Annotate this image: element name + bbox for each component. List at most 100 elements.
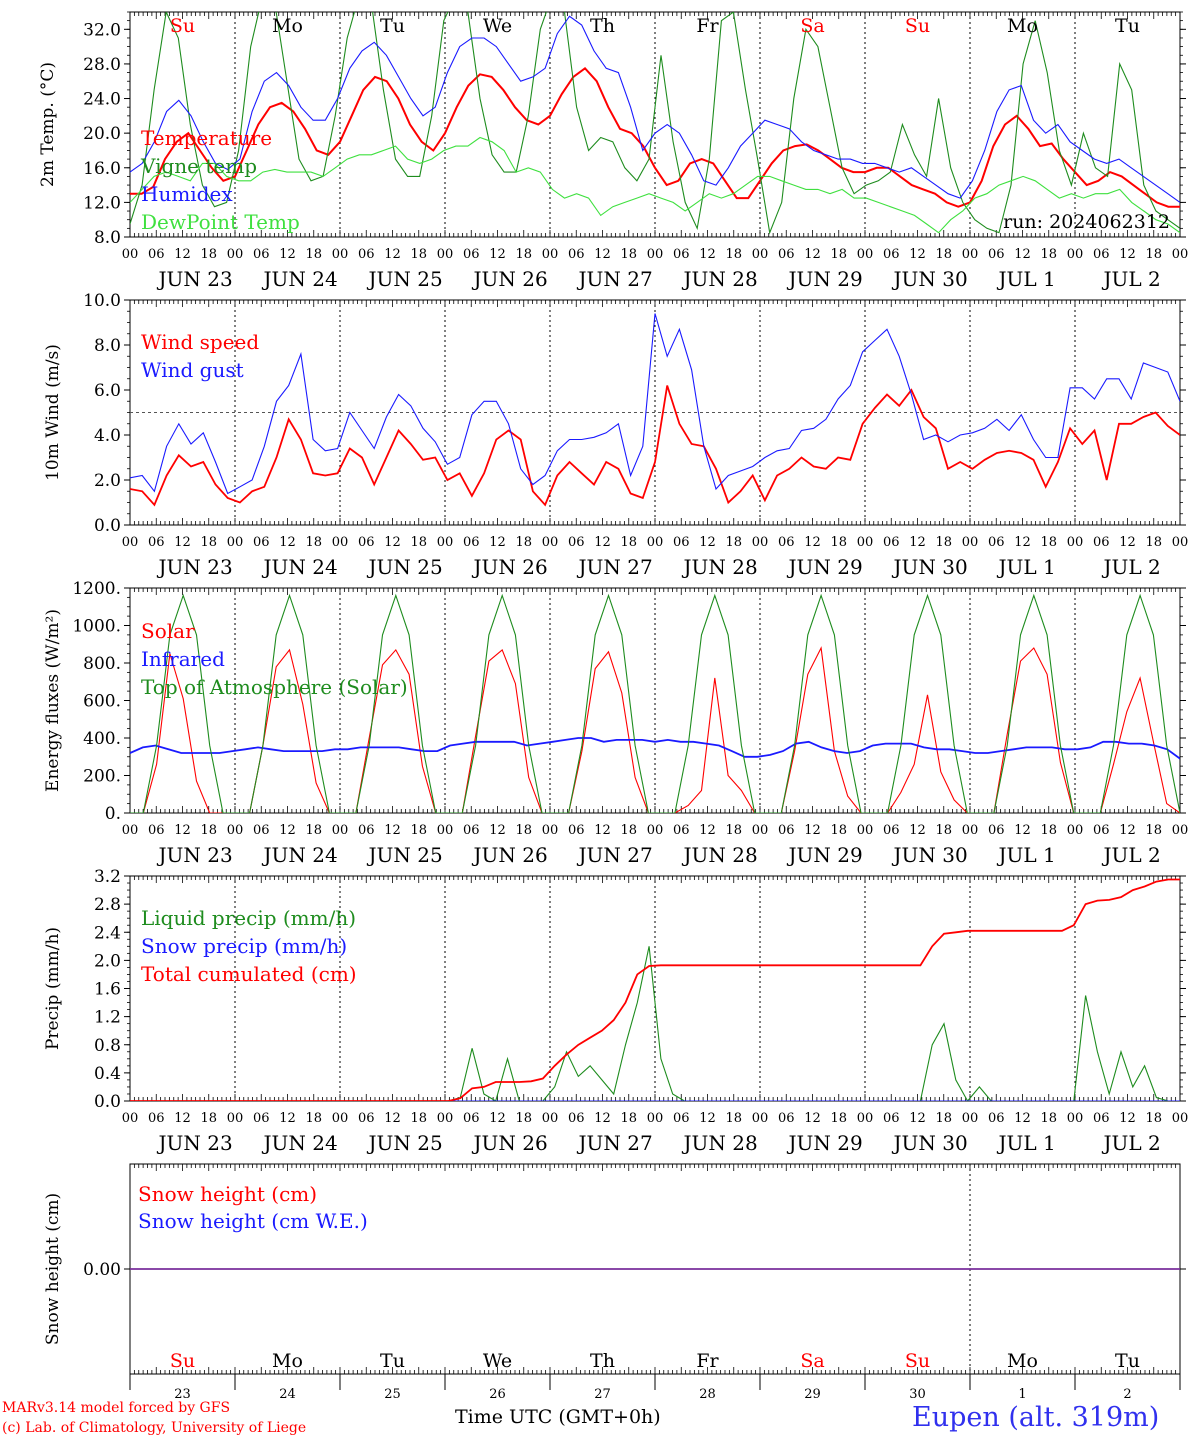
- hour-tick-label: 18: [1145, 823, 1162, 838]
- hour-tick-label: 18: [620, 823, 637, 838]
- hour-tick-label: 18: [1040, 247, 1057, 262]
- day-label: JUN 26: [472, 267, 548, 291]
- hour-tick-label: 00: [122, 1111, 139, 1126]
- day-label: JUL 1: [997, 1131, 1056, 1155]
- hour-tick-label: 00: [437, 823, 454, 838]
- y-tick-label: 8.0: [94, 336, 121, 356]
- y-tick-label: 0.0: [94, 1092, 121, 1112]
- weekday-label: We: [483, 1350, 512, 1372]
- hour-tick-label: 12: [909, 247, 926, 262]
- hour-tick-label: 06: [673, 823, 690, 838]
- y-tick-label: 32.0: [83, 20, 121, 40]
- y-tick-label: 1000.: [72, 617, 121, 637]
- hour-tick-label: 00: [857, 247, 874, 262]
- day-label: JUL 2: [1102, 843, 1161, 867]
- hour-tick-label: 18: [305, 1111, 322, 1126]
- hour-tick-label: 18: [1040, 823, 1057, 838]
- hour-tick-label: 12: [804, 247, 821, 262]
- day-label: JUN 23: [157, 267, 233, 291]
- hour-tick-label: 12: [384, 1111, 401, 1126]
- hour-tick-label: 06: [778, 1111, 795, 1126]
- hour-tick-label: 00: [332, 1111, 349, 1126]
- y-tick-label: 2.0: [94, 951, 121, 971]
- hour-tick-label: 06: [568, 247, 585, 262]
- y-tick-label: 20.0: [83, 124, 121, 144]
- day-number-label: 23: [174, 1387, 191, 1402]
- day-number-label: 29: [804, 1387, 821, 1402]
- hour-tick-label: 06: [358, 823, 375, 838]
- day-number-label: 27: [594, 1387, 611, 1402]
- hour-tick-label: 06: [148, 1111, 165, 1126]
- hour-tick-label: 06: [883, 1111, 900, 1126]
- hour-tick-label: 00: [227, 1111, 244, 1126]
- day-label: JUN 28: [682, 843, 758, 867]
- hour-tick-label: 00: [122, 247, 139, 262]
- hour-tick-label: 06: [568, 823, 585, 838]
- weekday-label: Su: [905, 15, 930, 37]
- hour-tick-label: 06: [883, 247, 900, 262]
- hour-tick-label: 18: [935, 247, 952, 262]
- hour-tick-label: 06: [673, 1111, 690, 1126]
- weekday-label: Tu: [380, 15, 405, 37]
- hour-tick-label: 18: [305, 247, 322, 262]
- hour-tick-label: 18: [515, 535, 532, 550]
- hour-tick-label: 06: [1093, 1111, 1110, 1126]
- hour-tick-label: 18: [1040, 535, 1057, 550]
- day-label: JUL 1: [997, 843, 1056, 867]
- legend-entry: Snow height (cm W.E.): [138, 1209, 368, 1233]
- y-tick-label: 2.0: [94, 471, 121, 491]
- hour-tick-label: 12: [1014, 247, 1031, 262]
- hour-tick-label: 06: [253, 823, 270, 838]
- hour-tick-label: 00: [542, 1111, 559, 1126]
- legend-entry: Temperature: [141, 126, 272, 150]
- hour-tick-label: 06: [253, 535, 270, 550]
- y-axis-title: Precip (mm/h): [43, 927, 63, 1050]
- weekday-label: Th: [590, 1350, 615, 1372]
- legend-entry: Snow height (cm): [138, 1182, 317, 1206]
- hour-tick-label: 12: [1119, 535, 1136, 550]
- day-label: JUN 24: [262, 1131, 338, 1155]
- hour-tick-label: 18: [410, 247, 427, 262]
- day-label: JUN 30: [892, 267, 968, 291]
- hour-tick-label: 12: [279, 247, 296, 262]
- weekday-label: Fr: [696, 15, 719, 37]
- hour-tick-label: 06: [988, 1111, 1005, 1126]
- hour-tick-label: 12: [1119, 247, 1136, 262]
- day-label: JUN 24: [262, 555, 338, 579]
- hour-tick-label: 12: [174, 1111, 191, 1126]
- snow-height-panel: 0.00 Snow height (cm) Snow height (cm) Snow…: [43, 1163, 1186, 1402]
- legend-entry: Solar: [141, 619, 195, 643]
- series-line: [130, 66, 1180, 208]
- hour-tick-label: 06: [463, 247, 480, 262]
- hour-tick-label: 18: [1145, 1111, 1162, 1126]
- hour-tick-label: 00: [752, 247, 769, 262]
- y-tick-label: 2.8: [94, 895, 121, 915]
- hour-tick-label: 12: [279, 1111, 296, 1126]
- y-tick-label: 1.6: [94, 980, 121, 1000]
- y-tick-label: 400.: [83, 729, 121, 749]
- day-label: JUN 27: [577, 267, 653, 291]
- hour-tick-label: 00: [122, 823, 139, 838]
- legend-entry: Snow precip (mm/h): [141, 934, 347, 958]
- hour-tick-label: 18: [725, 247, 742, 262]
- hour-tick-label: 18: [935, 1111, 952, 1126]
- day-label: JUN 30: [892, 843, 968, 867]
- y-tick-label: 24.0: [83, 90, 121, 110]
- hour-tick-label: 00: [1172, 1111, 1189, 1126]
- hour-tick-label: 12: [804, 1111, 821, 1126]
- day-label: JUN 29: [787, 555, 863, 579]
- hour-tick-label: 06: [988, 823, 1005, 838]
- weekday-label: Tu: [380, 1350, 405, 1372]
- day-label: JUN 26: [472, 843, 548, 867]
- hour-tick-label: 06: [358, 247, 375, 262]
- hour-tick-label: 18: [200, 823, 217, 838]
- hour-tick-label: 18: [305, 823, 322, 838]
- hour-tick-label: 18: [1145, 535, 1162, 550]
- hour-tick-label: 18: [1145, 247, 1162, 262]
- hour-tick-label: 18: [725, 823, 742, 838]
- hour-tick-label: 00: [647, 823, 664, 838]
- hour-tick-label: 18: [515, 1111, 532, 1126]
- hour-tick-label: 00: [857, 535, 874, 550]
- day-label: JUN 27: [577, 1131, 653, 1155]
- legend-entry: Humidex: [141, 182, 233, 206]
